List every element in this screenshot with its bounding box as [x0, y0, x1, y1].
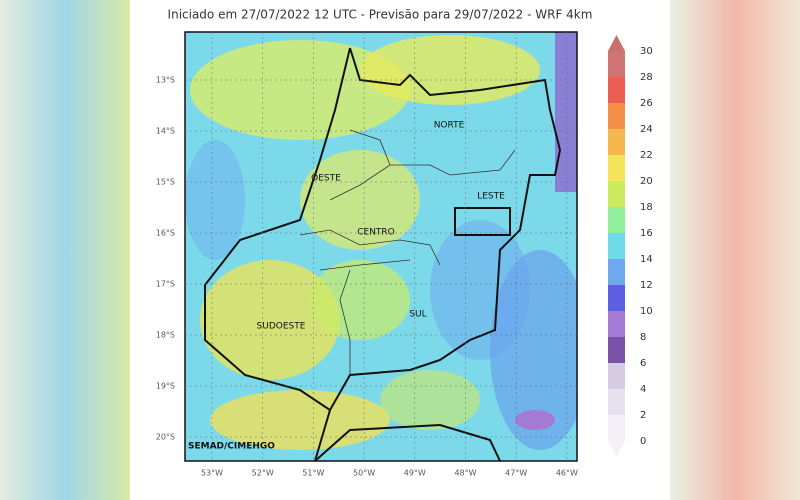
- map-frame: [184, 31, 578, 462]
- colorbar-label: 24: [640, 124, 653, 135]
- longitude-label: 47°W: [505, 469, 527, 478]
- credit: SEMAD/CIMEHGO: [188, 442, 275, 452]
- colorbar-label: 28: [640, 72, 653, 83]
- longitude-label: 50°W: [353, 469, 375, 478]
- latitude-label: 15°S: [156, 178, 175, 187]
- colorbar-label: 16: [640, 228, 653, 239]
- latitude-label: 13°S: [156, 76, 175, 85]
- colorbar-band: [608, 77, 625, 103]
- colorbar-band: [608, 259, 625, 285]
- colorbar-band: [608, 389, 625, 415]
- colorbar-band: [608, 415, 625, 441]
- region-label: CENTRO: [357, 228, 395, 238]
- colorbar-label: 6: [640, 358, 646, 369]
- colorbar-extend: [608, 441, 625, 457]
- longitude-label: 53°W: [201, 469, 223, 478]
- longitude-label: 49°W: [404, 469, 426, 478]
- colorbar-label: 10: [640, 306, 653, 317]
- longitude-label: 48°W: [454, 469, 476, 478]
- longitude-label: 51°W: [302, 469, 324, 478]
- colorbar-band: [608, 103, 625, 129]
- colorbar-label: 0: [640, 436, 646, 447]
- blurred-background: [0, 0, 130, 500]
- state-borders: [204, 47, 562, 462]
- region-label: SUL: [409, 310, 426, 320]
- colorbar-extend: [608, 35, 625, 51]
- region-borders: [299, 129, 516, 375]
- colorbar-band: [608, 233, 625, 259]
- colorbar-label: 4: [640, 384, 646, 395]
- colorbar-label: 26: [640, 98, 653, 109]
- latitude-label: 16°S: [156, 229, 175, 238]
- blurred-background: [670, 0, 800, 500]
- colorbar-band: [608, 285, 625, 311]
- colorbar-label: 30: [640, 46, 653, 57]
- region-label: OESTE: [311, 174, 341, 184]
- region-label: NORTE: [434, 121, 465, 131]
- colorbar-band: [608, 311, 625, 337]
- colorbar-label: 14: [640, 254, 653, 265]
- region-label: LESTE: [477, 192, 505, 202]
- colorbar-band: [608, 129, 625, 155]
- colorbar-band: [608, 363, 625, 389]
- colorbar-band: [608, 207, 625, 233]
- latitude-label: 20°S: [156, 433, 175, 442]
- longitude-label: 52°W: [252, 469, 274, 478]
- colorbar-band: [608, 155, 625, 181]
- colorbar-label: 22: [640, 150, 653, 161]
- colorbar-label: 2: [640, 410, 646, 421]
- colorbar-band: [608, 51, 625, 77]
- colorbar-label: 18: [640, 202, 653, 213]
- latitude-label: 19°S: [156, 382, 175, 391]
- region-label: SUDOESTE: [257, 322, 306, 332]
- latitude-label: 14°S: [156, 127, 175, 136]
- latitude-label: 17°S: [156, 280, 175, 289]
- map-field: [185, 32, 577, 461]
- latitude-label: 18°S: [156, 331, 175, 340]
- colorbar-band: [608, 181, 625, 207]
- longitude-label: 46°W: [556, 469, 578, 478]
- colorbar-label: 20: [640, 176, 653, 187]
- colorbar-label: 12: [640, 280, 653, 291]
- title: Iniciado em 27/07/2022 12 UTC - Previsão…: [168, 8, 593, 22]
- colorbar-label: 8: [640, 332, 646, 343]
- colorbar-band: [608, 337, 625, 363]
